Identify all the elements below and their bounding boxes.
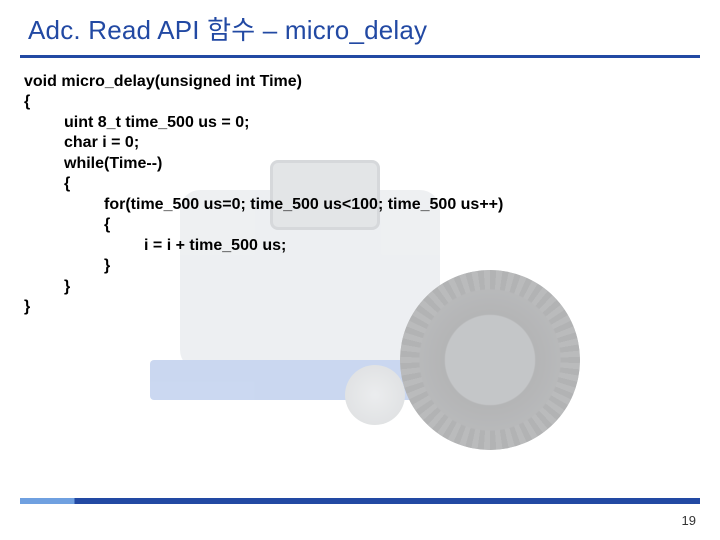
code-line: { <box>24 216 110 233</box>
code-line: uint 8_t time_500 us = 0; <box>24 114 249 131</box>
code-line: while(Time--) <box>24 155 162 172</box>
title-left: Adc. Read API 함수 <box>28 15 255 45</box>
title-separator: – <box>255 15 285 45</box>
page-number: 19 <box>682 513 696 528</box>
code-line: } <box>24 298 30 315</box>
slide-title: Adc. Read API 함수 – micro_delay <box>28 10 720 47</box>
code-line: } <box>24 278 70 295</box>
code-block: void micro_delay(unsigned int Time) { ui… <box>0 58 720 318</box>
code-line: char i = 0; <box>24 134 139 151</box>
code-line: i = i + time_500 us; <box>24 237 286 254</box>
code-line: void micro_delay(unsigned int Time) <box>24 73 302 90</box>
code-line: { <box>24 175 70 192</box>
code-line: } <box>24 257 110 274</box>
title-area: Adc. Read API 함수 – micro_delay <box>0 0 720 47</box>
footer-bar <box>20 498 700 504</box>
code-line: { <box>24 93 30 110</box>
code-line: for(time_500 us=0; time_500 us<100; time… <box>24 196 503 213</box>
slide: Adc. Read API 함수 – micro_delay void micr… <box>0 0 720 540</box>
title-right: micro_delay <box>285 15 427 45</box>
gear-shape <box>345 365 405 425</box>
